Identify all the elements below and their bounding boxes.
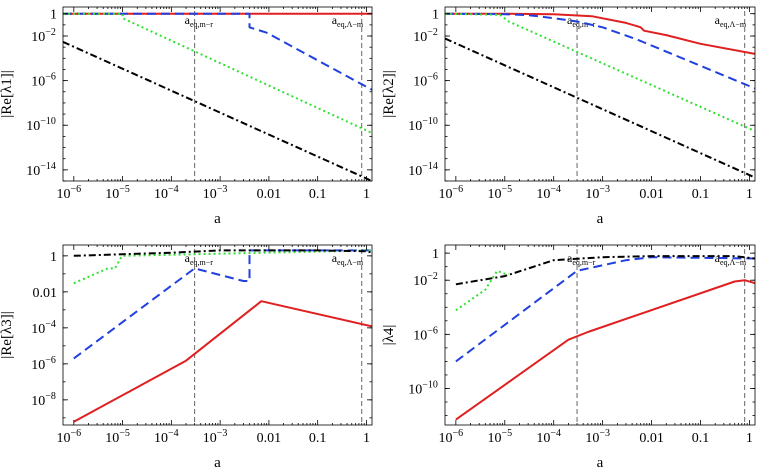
- red-series-line: [73, 300, 372, 423]
- x-tick-label: 10−5: [105, 184, 130, 202]
- x-tick-label: 0.1: [309, 187, 327, 202]
- x-tick-label: 0.1: [692, 187, 710, 202]
- y-tick-label: 10−14: [408, 161, 438, 179]
- x-tick-label: 10−5: [105, 428, 130, 446]
- y-axis-label: |Re[λ3]|: [0, 311, 15, 358]
- x-axis-label: a: [214, 455, 221, 471]
- x-tick-label: 0.01: [639, 431, 664, 446]
- y-tick-label: 10−14: [26, 161, 56, 179]
- x-tick-label: 10−6: [56, 184, 81, 202]
- x-axis-label: a: [597, 455, 604, 471]
- plot-frame: [444, 244, 756, 426]
- x-tick-label: 1: [746, 431, 753, 446]
- y-tick-label: 10−2: [413, 27, 438, 45]
- blue-series-line: [445, 12, 755, 90]
- y-tick-label: 1: [50, 8, 57, 23]
- x-tick-label: 10−3: [585, 184, 610, 202]
- red-series-line: [455, 279, 755, 421]
- reference-label-eq-m-r: aeq,m−r: [185, 251, 214, 267]
- y-tick-label: 10−10: [408, 379, 438, 397]
- x-tick-label: 10−3: [203, 428, 228, 446]
- x-tick-label: 10−4: [154, 428, 179, 446]
- reference-label-eq-lambda-m: aeq,Λ−m: [332, 251, 364, 267]
- x-tick-label: 10−6: [56, 428, 81, 446]
- reference-label-eq-m-r: aeq,m−r: [567, 251, 596, 267]
- y-axis-label: |λ4|: [381, 325, 397, 346]
- x-tick-label: 0.01: [639, 187, 664, 202]
- panel-re-lambda1: aeq,m−r aeq,Λ−m 10−6 10−5 10−4 10−3 0.01 0.1 1 1 1…: [0, 6, 373, 227]
- x-tick-label: 10−4: [536, 184, 561, 202]
- panel-re-lambda2: aeq,m−r aeq,Λ−m 10−6 10−5 10−4 10−3 0.01 0.1 1 1 1…: [381, 6, 756, 227]
- plot-frame: [444, 6, 756, 182]
- reference-label-eq-lambda-m: aeq,Λ−m: [715, 251, 747, 267]
- green-series-line: [445, 12, 755, 133]
- plot-frame: [62, 244, 373, 426]
- x-tick-label: 0.1: [692, 431, 710, 446]
- black-series-line: [445, 37, 755, 179]
- y-axis-label: |Re[λ1]|: [0, 70, 15, 117]
- red-series-line: [445, 12, 755, 55]
- y-tick-label: 0.01: [33, 286, 58, 301]
- black-series-line: [73, 249, 372, 257]
- x-tick-label: 0.1: [309, 431, 327, 446]
- x-tick-label: 0.01: [257, 187, 282, 202]
- y-tick-label: 10−10: [408, 116, 438, 134]
- y-tick-label: 10−2: [413, 271, 438, 289]
- x-tick-label: 10−4: [154, 184, 179, 202]
- y-tick-label: 1: [432, 8, 439, 23]
- y-tick-label: 10−4: [31, 319, 56, 337]
- x-tick-label: 1: [363, 431, 370, 446]
- green-series-line: [63, 12, 372, 134]
- y-tick-label: 10−2: [31, 27, 56, 45]
- y-tick-label: 1: [50, 250, 57, 265]
- reference-label-eq-lambda-m: aeq,Λ−m: [715, 13, 747, 29]
- y-tick-label: 10−8: [31, 391, 56, 409]
- x-axis-label: a: [214, 211, 221, 227]
- y-tick-label: 10−6: [413, 325, 438, 343]
- x-tick-label: 0.01: [257, 431, 282, 446]
- blue-series-line: [73, 249, 372, 360]
- x-tick-label: 10−3: [585, 428, 610, 446]
- blue-series-line: [455, 256, 755, 363]
- x-tick-label: 10−6: [439, 428, 464, 446]
- x-tick-label: 10−3: [203, 184, 228, 202]
- y-tick-label: 1: [432, 247, 439, 262]
- x-axis-label: a: [597, 211, 604, 227]
- y-tick-label: 10−6: [31, 355, 56, 373]
- black-series-line: [455, 255, 755, 286]
- panel-lambda4: aeq,m−r aeq,Λ−m 10−6 10−5 10−4 10−3 0.01 0.1 1 1 1…: [381, 244, 756, 471]
- reference-label-eq-m-r: aeq,m−r: [567, 13, 596, 29]
- reference-label-eq-m-r: aeq,m−r: [185, 13, 214, 29]
- x-tick-label: 10−5: [487, 428, 512, 446]
- black-series-line: [63, 40, 372, 181]
- x-tick-label: 10−4: [536, 428, 561, 446]
- y-tick-label: 10−6: [413, 72, 438, 90]
- panel-re-lambda3: aeq,m−r aeq,Λ−m10−6 10−5 10−4 10−3 0.01 0.1 110…: [0, 244, 373, 471]
- y-axis-label: |Re[λ2]|: [381, 70, 397, 117]
- x-tick-label: 10−6: [439, 184, 464, 202]
- plot-frame: [62, 6, 373, 182]
- y-tick-label: 10−10: [26, 116, 56, 134]
- x-tick-label: 10−5: [487, 184, 512, 202]
- reference-label-eq-lambda-m: aeq,Λ−m: [332, 13, 364, 29]
- blue-series-line: [63, 12, 372, 91]
- green-series-line: [73, 249, 372, 285]
- y-tick-label: 10−6: [31, 72, 56, 90]
- x-tick-label: 1: [746, 187, 753, 202]
- x-tick-label: 1: [363, 187, 370, 202]
